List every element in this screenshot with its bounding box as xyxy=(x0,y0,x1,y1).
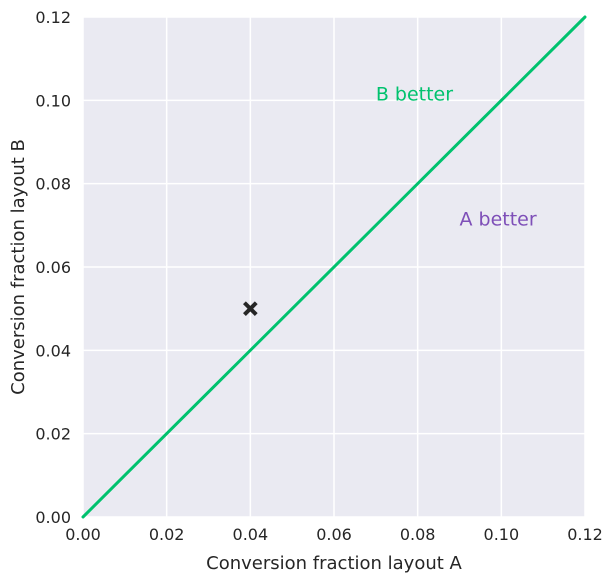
reference-line-group xyxy=(81,15,587,519)
y-tick-label: 0.12 xyxy=(35,8,71,27)
y-tick-label: 0.04 xyxy=(35,341,71,360)
points xyxy=(243,301,258,316)
annotation-label: A better xyxy=(460,208,537,230)
x-tick-label: 0.04 xyxy=(233,525,269,544)
x-tick-label: 0.12 xyxy=(567,525,603,544)
y-tick-label: 0.02 xyxy=(35,425,71,444)
y-tick-labels: 0.00 0.02 0.04 0.06 0.08 0.10 0.12 xyxy=(35,8,71,527)
y-axis-label: Conversion fraction layout B xyxy=(8,139,29,395)
y-tick-label: 0.00 xyxy=(35,508,71,527)
x-tick-label: 0.02 xyxy=(149,525,185,544)
x-tick-label: 0.10 xyxy=(484,525,520,544)
x-tick-label: 0.06 xyxy=(316,525,352,544)
x-tick-label: 0.08 xyxy=(400,525,436,544)
y-tick-label: 0.08 xyxy=(35,175,71,194)
annotation-label: B better xyxy=(376,83,453,105)
x-tick-labels: 0.00 0.02 0.04 0.06 0.08 0.10 0.12 xyxy=(65,525,603,544)
reference-line xyxy=(81,15,587,519)
annotations: B better A better xyxy=(376,83,537,230)
y-tick-label: 0.10 xyxy=(35,91,71,110)
x-axis-label: Conversion fraction layout A xyxy=(206,553,462,574)
x-tick-label: 0.00 xyxy=(65,525,101,544)
y-tick-label: 0.06 xyxy=(35,258,71,277)
data-point-marker xyxy=(243,301,258,316)
